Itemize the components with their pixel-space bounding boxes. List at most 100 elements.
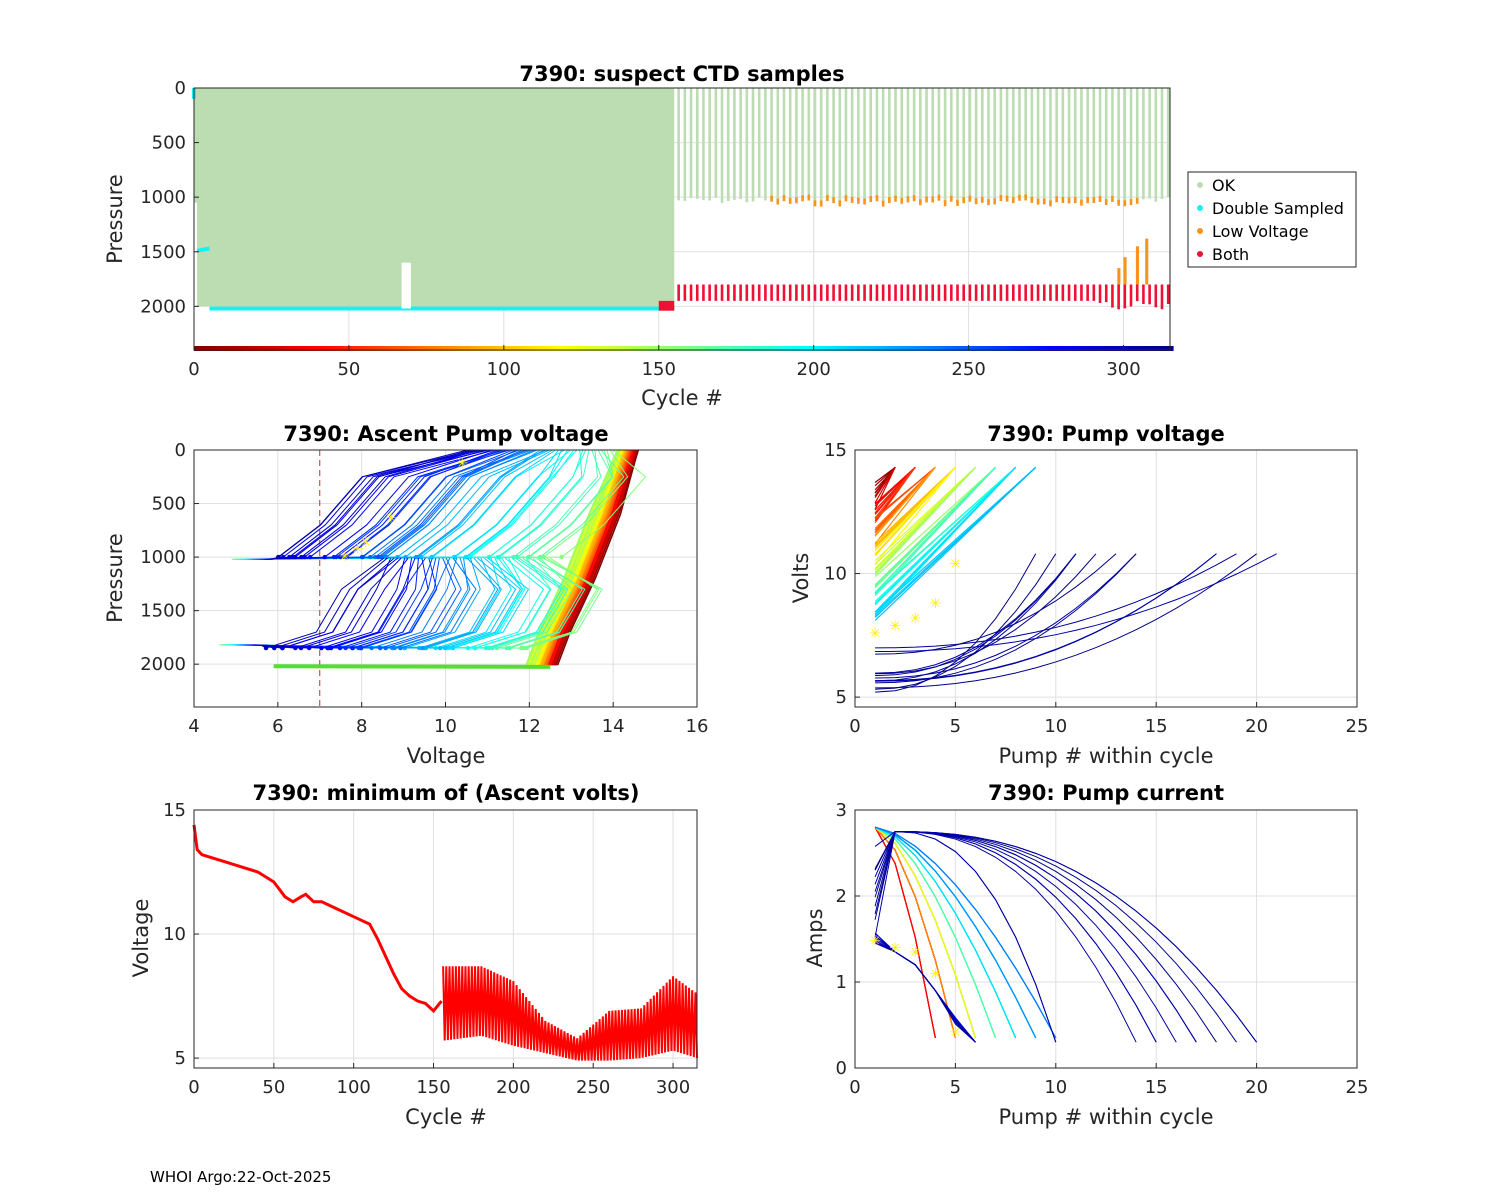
cycle-color-strip	[832, 346, 836, 351]
pumpi-ytick-label: 0	[836, 1058, 847, 1079]
ascent-deep-profile	[244, 557, 451, 649]
cycle-color-strip	[980, 346, 985, 351]
cycle-color-strip	[751, 346, 756, 351]
cycle-color-strip	[376, 346, 381, 351]
both-column	[1154, 284, 1158, 308]
cycle-color-strip	[695, 346, 700, 351]
pumpv-xtick-label: 25	[1346, 716, 1369, 737]
pumpv-xlabel: Pump # within cycle	[999, 744, 1214, 768]
ascent-point	[420, 645, 425, 651]
cycle-color-strip	[736, 346, 740, 351]
cycle-color-strip	[655, 346, 660, 351]
ascent-star: ✳	[385, 509, 397, 525]
ascent-point	[524, 645, 529, 651]
cycle-color-strip	[1139, 346, 1143, 351]
pumpi-long-curve	[874, 830, 1057, 1043]
ok-column	[1049, 88, 1052, 204]
pumpv-curve	[874, 466, 1017, 615]
pumpi-star: ✳	[929, 965, 941, 981]
ascent-shallow-profile	[236, 449, 598, 560]
ascent-point	[299, 554, 304, 560]
cycle-color-strip	[773, 346, 778, 351]
minv-oscillation	[442, 966, 698, 1061]
cycle-color-strip	[714, 346, 719, 351]
cycle-color-strip	[875, 346, 880, 351]
pumpi-axes-frame	[854, 809, 1358, 1069]
pumpv-ytick-label: 15	[824, 440, 847, 461]
low-voltage-mark	[826, 194, 829, 201]
pumpi-xtick-label: 20	[1245, 1077, 1268, 1098]
cycle-color-strip	[668, 346, 672, 351]
low-voltage-mark	[962, 197, 966, 204]
cycle-color-strip	[1021, 346, 1025, 351]
ok-column	[751, 88, 755, 202]
pumpi-star: ✳	[909, 944, 921, 960]
ascent-point	[465, 645, 471, 651]
pumpi-xticks: 0 5 10 15 20 25	[849, 1063, 1368, 1098]
both-column	[987, 284, 990, 301]
suspect-xtick-label: 50	[337, 359, 360, 380]
ascent-point	[450, 645, 456, 651]
both-column	[919, 284, 922, 301]
both-column	[739, 284, 742, 301]
ascent-point	[359, 645, 364, 651]
pumpi-long-curve	[874, 830, 1258, 1043]
low-voltage-mark	[950, 195, 953, 202]
cycle-color-strip	[537, 346, 542, 351]
ascent-profile	[537, 449, 624, 666]
pumpv-star: ✳	[929, 595, 941, 611]
ascent-point	[298, 645, 304, 651]
cycle-color-strip	[906, 346, 911, 351]
cycle-color-strip	[757, 346, 762, 351]
cycle-color-strip	[491, 346, 496, 351]
pumpv-ylabel: Volts	[789, 553, 813, 604]
cycle-color-strip	[680, 346, 685, 351]
low-voltage-mark	[770, 195, 773, 202]
ok-column	[980, 88, 984, 200]
cycle-color-strip	[314, 346, 319, 351]
cycle-color-strip	[1055, 346, 1059, 351]
cycle-color-strip	[404, 346, 409, 351]
both-column	[943, 284, 947, 301]
cycle-color-strip	[197, 346, 201, 351]
ascent-profile	[546, 449, 631, 666]
ok-column	[776, 88, 780, 202]
cycle-color-strip	[283, 346, 288, 351]
ascent-point	[307, 645, 312, 651]
both-column	[813, 284, 817, 301]
cycle-color-strip	[203, 346, 207, 351]
cycle-color-strip	[1163, 346, 1168, 351]
cycle-color-strip	[317, 346, 322, 351]
cycle-color-strip	[550, 346, 554, 351]
cycle-color-strip	[1092, 346, 1097, 351]
pumpi-ytick-label: 3	[836, 800, 847, 821]
suspect-xtick-label: 100	[487, 359, 521, 380]
cycle-color-strip	[1095, 346, 1100, 351]
ascent-point	[472, 645, 477, 651]
cycle-color-strip	[785, 346, 790, 351]
ascent-point	[537, 554, 543, 560]
cycle-color-strip	[277, 346, 282, 351]
pumpi-panel: 7390: Pump current ✳ ✳ ✳ ✳ ✳ 0 5 10 15 20 25 0 1 2 3…	[803, 781, 1368, 1129]
cycle-color-strip	[541, 346, 545, 351]
low-voltage-mark	[1092, 197, 1096, 204]
low-voltage-column	[1117, 268, 1121, 285]
both-column	[850, 284, 854, 301]
ascent-point	[322, 554, 327, 560]
cycle-color-strip	[398, 346, 403, 351]
ok-column	[850, 88, 854, 200]
cycle-color-strip	[1002, 346, 1007, 351]
cycle-color-strip	[884, 346, 889, 351]
cycle-color-strip	[1154, 346, 1159, 351]
pumpv-marks: ✳ ✳ ✳ ✳ ✳	[869, 466, 1277, 693]
cycle-color-strip	[702, 346, 706, 351]
ok-column	[819, 88, 823, 204]
low-voltage-mark	[844, 195, 848, 202]
both-column	[1160, 284, 1164, 310]
cycle-color-strip	[249, 346, 254, 351]
cycle-color-strip	[565, 346, 570, 351]
pumpv-curve	[874, 466, 1037, 613]
ascent-point	[438, 645, 443, 651]
cycle-color-strip	[407, 346, 412, 351]
cycle-color-strip	[432, 346, 437, 351]
